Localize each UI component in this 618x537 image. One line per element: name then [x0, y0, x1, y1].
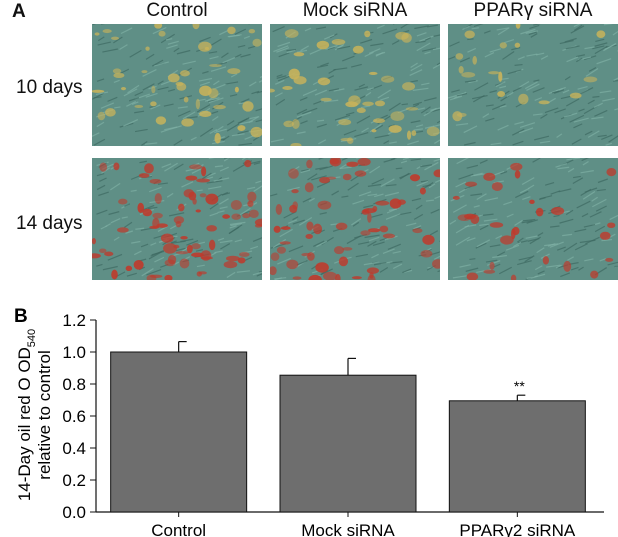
panel-b-label: B [14, 306, 28, 327]
y-axis-title-line2: relative to control [35, 350, 54, 479]
y-tick-label: 0.6 [62, 407, 86, 426]
column-header-ppar-sirna: PPARγ siRNA [473, 0, 593, 21]
bar [110, 351, 248, 513]
x-tick-label: PPARγ2 siRNA [459, 521, 576, 537]
micrograph-10d-mock [270, 24, 440, 146]
y-axis-title-main: 14-Day oil red O OD [15, 347, 34, 501]
y-tick-label: 1.2 [62, 311, 86, 330]
y-axis-title: 14-Day oil red O OD540 relative to contr… [15, 329, 54, 501]
row-header-14-days: 14 days [16, 213, 83, 234]
x-tick-label: Control [151, 521, 206, 537]
bar [279, 374, 417, 513]
y-tick-label: 1.0 [62, 343, 86, 362]
micrograph-14d-ppar [448, 158, 618, 280]
micrograph-10d-control [92, 24, 262, 146]
y-tick-label: 0.2 [62, 471, 86, 490]
micrograph-10d-ppar [448, 24, 618, 146]
plot-area: 0.0 0.2 0.4 0.6 0.8 1.0 1.2 Control Mock siRNA PP… [62, 311, 604, 537]
x-tick-label: Mock siRNA [301, 521, 395, 537]
panel-a-label: A [12, 1, 26, 22]
svg-text:14-Day oil red O OD540: 14-Day oil red O OD540 [15, 329, 38, 501]
bar [448, 400, 586, 513]
y-tick-label: 0.8 [62, 375, 86, 394]
micrograph-14d-control [92, 158, 262, 280]
row-header-10-days: 10 days [16, 77, 83, 98]
y-axis-title-subscript: 540 [26, 329, 38, 347]
y-tick-label: 0.4 [62, 439, 86, 458]
y-tick-label: 0.0 [62, 503, 86, 522]
micrograph-14d-mock [270, 158, 440, 280]
bar-chart: B 14-Day oil red O OD540 relative to con… [14, 306, 604, 537]
significance-marker: ** [514, 378, 525, 394]
column-header-mock-sirna: Mock siRNA [302, 0, 408, 21]
column-header-control: Control [146, 0, 208, 21]
